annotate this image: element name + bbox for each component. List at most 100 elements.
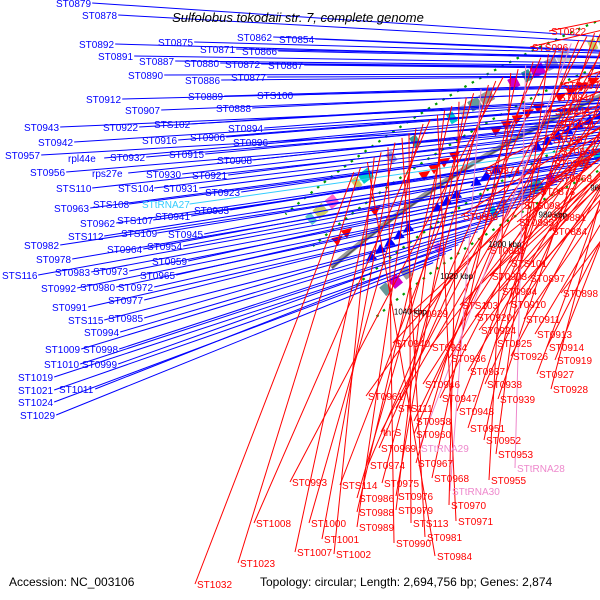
reverse-gene-label[interactable]: STS098: [524, 201, 561, 212]
forward-gene-label[interactable]: ST0866: [242, 47, 277, 58]
reverse-gene-label[interactable]: STS097: [563, 81, 600, 92]
reverse-gene-label[interactable]: ST0970: [451, 501, 486, 512]
reverse-gene-label[interactable]: ST1000: [311, 519, 346, 530]
reverse-gene-label[interactable]: ST0940: [395, 339, 430, 350]
forward-gene-label[interactable]: ST0991: [52, 303, 87, 314]
reverse-gene-label[interactable]: ST0984: [437, 552, 472, 563]
reverse-gene-label[interactable]: ST0914: [549, 343, 584, 354]
forward-gene-label[interactable]: ST0854: [279, 35, 314, 46]
reverse-gene-label[interactable]: ST0903: [492, 272, 527, 283]
forward-gene-label[interactable]: STS115: [68, 316, 104, 327]
reverse-gene-label[interactable]: ST0948: [459, 407, 494, 418]
reverse-gene-label[interactable]: STS096: [532, 43, 569, 54]
forward-gene-label[interactable]: ST0992: [41, 284, 76, 295]
forward-gene-label[interactable]: ST0867: [268, 61, 303, 72]
forward-gene-label[interactable]: ST0896: [233, 138, 268, 149]
reverse-gene-label[interactable]: ST0851: [560, 120, 595, 131]
forward-gene-label[interactable]: STS116: [2, 271, 38, 282]
forward-gene-label[interactable]: ST0985: [108, 314, 143, 325]
reverse-gene-label[interactable]: ST0929: [413, 309, 448, 320]
forward-gene-label[interactable]: ST0894: [228, 124, 263, 135]
forward-gene-label[interactable]: ST0877: [231, 73, 266, 84]
forward-gene-label[interactable]: ST0931: [163, 184, 198, 195]
reverse-gene-label[interactable]: ST0885: [519, 218, 554, 229]
reverse-gene-label[interactable]: STS103: [462, 301, 499, 312]
reverse-gene-label[interactable]: ST0926: [513, 352, 548, 363]
reverse-gene-label[interactable]: ST0952: [486, 436, 521, 447]
reverse-gene-label[interactable]: ST0928: [553, 385, 588, 396]
forward-gene-label[interactable]: ST0972: [118, 283, 153, 294]
reverse-gene-label[interactable]: ST0861: [561, 147, 596, 158]
forward-gene-label[interactable]: ST0965: [140, 271, 175, 282]
reverse-gene-label[interactable]: ST0904: [502, 287, 537, 298]
forward-gene-label[interactable]: ST0945: [168, 230, 203, 241]
forward-gene-label[interactable]: ST0871: [200, 45, 235, 56]
forward-gene-label[interactable]: ST0964: [107, 245, 142, 256]
forward-gene-label[interactable]: ST0872: [225, 60, 260, 71]
forward-gene-label[interactable]: ST0912: [86, 95, 121, 106]
forward-gene-label[interactable]: ST0942: [38, 138, 73, 149]
reverse-gene-label[interactable]: ST0938: [487, 380, 522, 391]
forward-gene-label[interactable]: ST0983: [55, 268, 90, 279]
forward-gene-label[interactable]: STS104: [118, 184, 155, 195]
forward-gene-label[interactable]: ST0998: [83, 345, 118, 356]
forward-gene-label[interactable]: ST0886: [185, 76, 220, 87]
reverse-gene-label[interactable]: STS113: [413, 519, 449, 530]
reverse-gene-label[interactable]: ST0968: [434, 474, 469, 485]
reverse-gene-label[interactable]: ST0976: [398, 492, 433, 503]
forward-gene-label[interactable]: ST0963: [54, 204, 89, 215]
reverse-gene-label[interactable]: ST0919: [557, 356, 592, 367]
reverse-gene-label[interactable]: ST0969: [381, 444, 416, 455]
reverse-gene-label[interactable]: STS101: [511, 259, 548, 270]
reverse-gene-label[interactable]: ST1002: [336, 550, 371, 561]
forward-gene-label[interactable]: ST0980: [80, 283, 115, 294]
reverse-gene-label[interactable]: ST0865: [554, 159, 589, 170]
forward-gene-label[interactable]: ST0982: [24, 241, 59, 252]
reverse-gene-label[interactable]: ST0895: [490, 246, 525, 257]
reverse-gene-label[interactable]: ST0979: [398, 506, 433, 517]
reverse-gene-label[interactable]: ST0946: [425, 380, 460, 391]
forward-gene-label[interactable]: ST0923: [205, 188, 240, 199]
forward-gene-label[interactable]: ST0956: [30, 168, 65, 179]
reverse-gene-label[interactable]: STtRNA29: [421, 444, 469, 455]
forward-gene-label[interactable]: ST0962: [80, 219, 115, 230]
reverse-gene-label[interactable]: ST0989: [359, 523, 394, 534]
reverse-gene-label[interactable]: ST0884: [552, 227, 587, 238]
forward-gene-label[interactable]: ST0879: [56, 0, 91, 10]
forward-gene-label[interactable]: STS109: [121, 229, 158, 240]
reverse-gene-label[interactable]: STtRNA28: [517, 464, 565, 475]
reverse-gene-label[interactable]: ST0993: [292, 478, 327, 489]
reverse-gene-label[interactable]: ST1007: [297, 548, 332, 559]
reverse-gene-label[interactable]: ST0898: [563, 289, 598, 300]
reverse-gene-label[interactable]: STS114: [342, 481, 378, 492]
forward-gene-label[interactable]: ST0908: [217, 156, 252, 167]
reverse-gene-label[interactable]: ST0910: [511, 300, 546, 311]
forward-gene-label[interactable]: ST0941: [155, 212, 190, 223]
forward-gene-label[interactable]: rpl44e: [68, 154, 96, 165]
forward-gene-label[interactable]: ST0959: [152, 257, 187, 268]
reverse-gene-label[interactable]: ST0953: [498, 450, 533, 461]
reverse-gene-label[interactable]: ST0958: [416, 417, 451, 428]
reverse-gene-label[interactable]: ST0951: [470, 424, 505, 435]
reverse-gene-label[interactable]: ST0936: [451, 354, 486, 365]
reverse-gene-label[interactable]: ST0924: [481, 326, 516, 337]
reverse-gene-label[interactable]: ST0913: [537, 330, 572, 341]
reverse-gene-label[interactable]: ST0981: [427, 533, 462, 544]
forward-gene-label[interactable]: STS108: [93, 200, 130, 211]
reverse-gene-label[interactable]: ST0893: [463, 212, 498, 223]
reverse-gene-label[interactable]: ST0947: [442, 394, 477, 405]
forward-gene-label[interactable]: STS107: [117, 216, 154, 227]
forward-gene-label[interactable]: ST0889: [188, 92, 223, 103]
forward-gene-label[interactable]: ST1010: [44, 360, 79, 371]
forward-gene-label[interactable]: ST0890: [128, 71, 163, 82]
forward-gene-label[interactable]: ST0933: [194, 206, 229, 217]
forward-gene-label[interactable]: ST0906: [190, 133, 225, 144]
forward-gene-label[interactable]: ST1011: [59, 385, 94, 396]
forward-gene-label[interactable]: ST0954: [147, 242, 182, 253]
forward-gene-label[interactable]: ST0915: [169, 150, 204, 161]
forward-gene-label[interactable]: ST1021: [18, 386, 53, 397]
reverse-gene-label[interactable]: ST0934: [432, 343, 467, 354]
forward-gene-label[interactable]: ST0922: [103, 123, 138, 134]
forward-gene-label[interactable]: ST1029: [20, 411, 55, 422]
forward-gene-label[interactable]: ST1009: [45, 345, 80, 356]
